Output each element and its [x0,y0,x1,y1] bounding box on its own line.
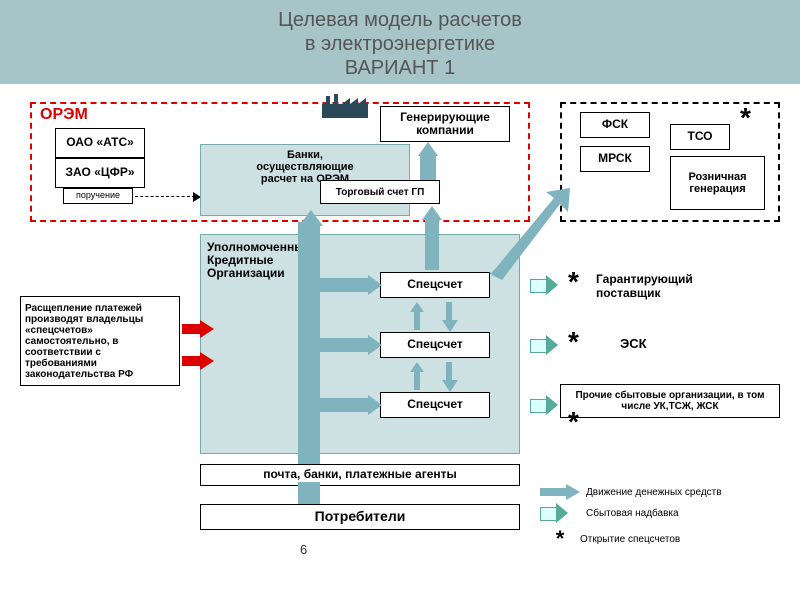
spec2-box: Спецсчет [380,332,490,358]
legend-asterisk-icon: * [540,526,580,552]
consumers-box: Потребители [200,504,520,530]
spec-to-trade [425,218,439,270]
arrow-trade-to-gen [420,154,436,180]
agents-box: почта, банки, платежные агенты [200,464,520,486]
cfr-box: ЗАО «ЦФР» [55,158,145,188]
spec3-box: Спецсчет [380,392,490,418]
title-line-1: Целевая модель расчетов [278,9,522,31]
factory-icon [320,92,370,125]
title-line-2: в электроэнергетике [305,33,495,55]
genco-box: Генерирующие компании [380,106,510,142]
asterisk-gp: * [568,266,579,298]
tso-box: ТСО [670,124,730,150]
legend-flow-icon [540,484,580,500]
gp-label: Гарантирующий поставщик [596,272,756,300]
branch1-head [368,275,382,295]
ats-box: ОАО «АТС» [55,128,145,158]
uko-label: Уполномоченные Кредитные Организации [207,241,347,281]
outline-arrow-gp [530,276,558,294]
retail-gen-box: Розничная генерация [670,156,765,210]
mini-up-1 [410,302,424,312]
branch3-head [368,395,382,415]
legend-markup-text: Сбытовая надбавка [586,508,679,519]
poruchenie-arrow [135,196,195,197]
split-note-box: Расщепление платежей производят владельц… [20,296,180,386]
trade-account-box: Торговый счет ГП [320,180,440,204]
outline-arrow-esk [530,336,558,354]
spec-to-trade-head [422,206,442,220]
outline-arrow-others [530,396,558,414]
legend-open-text: Открытие спецсчетов [580,534,680,545]
slide-header: Целевая модель расчетов в электроэнергет… [0,0,800,84]
mini-up-2-shaft [414,372,420,390]
page-number: 6 [300,542,307,557]
mini-down-2-shaft [446,362,452,380]
mini-down-1 [442,320,458,332]
poruchenie-box: поручение [63,188,133,204]
title-line-3: ВАРИАНТ 1 [345,57,455,79]
branch3 [320,398,370,412]
branch1 [320,278,370,292]
asterisk-esk: * [568,326,579,358]
diagram-canvas: ОРЭМ ОАО «АТС» ЗАО «ЦФР» поручение Банки… [0,84,800,604]
mini-down-1-shaft [446,302,452,320]
legend: Движение денежных средств Сбытовая надба… [540,484,790,552]
mini-up-2 [410,362,424,372]
spec1-box: Спецсчет [380,272,490,298]
others-box: Прочие сбытовые организации, в том числе… [560,384,780,418]
asterisk-grid: * [740,102,751,134]
consumers-up [298,482,320,504]
mini-up-1-shaft [414,312,420,330]
esk-label: ЭСК [620,336,647,351]
asterisk-others: * [568,406,579,438]
mini-down-2 [442,380,458,392]
fsk-box: ФСК [580,112,650,138]
arrow-trade-to-gen-head [418,142,438,156]
legend-markup-icon [540,504,568,522]
trunk-arrow [298,222,320,482]
branch2-head [368,335,382,355]
branch2 [320,338,370,352]
mrsk-box: МРСК [580,146,650,172]
trunk-arrow-head [299,210,323,226]
orem-label: ОРЭМ [40,106,88,124]
legend-flow-text: Движение денежных средств [586,487,722,498]
